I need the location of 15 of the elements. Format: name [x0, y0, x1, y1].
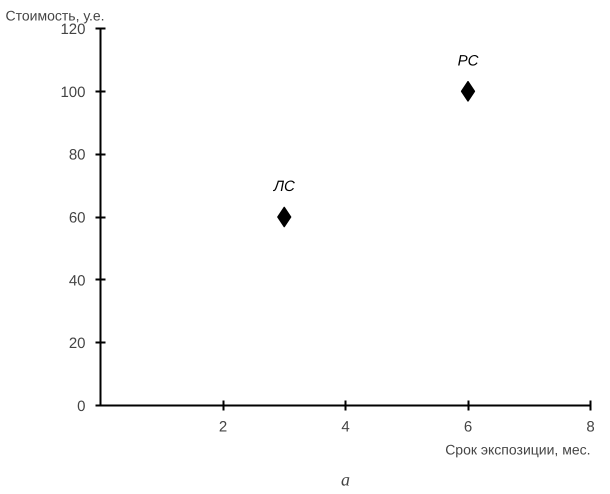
- y-axis-title: Стоимость, у.е.: [6, 8, 105, 24]
- x-tick-label: 6: [464, 418, 472, 436]
- y-tick-label: 80: [68, 146, 86, 164]
- y-tick-label: 60: [68, 210, 86, 226]
- y-tick-label: 100: [60, 84, 86, 101]
- y-tick-label: 40: [68, 272, 86, 290]
- y-tick-label: 20: [68, 335, 86, 352]
- annotation: РС: [458, 52, 479, 70]
- x-tick-label: 2: [218, 418, 228, 436]
- x-tick-label: 8: [586, 418, 595, 436]
- annotation: ЛС: [272, 178, 295, 195]
- x-tick-label: 4: [341, 418, 350, 436]
- text: а: [341, 470, 350, 490]
- y-tick-label: 0: [77, 398, 86, 415]
- x-axis-title: Срок экспозиции, мес.: [445, 442, 590, 458]
